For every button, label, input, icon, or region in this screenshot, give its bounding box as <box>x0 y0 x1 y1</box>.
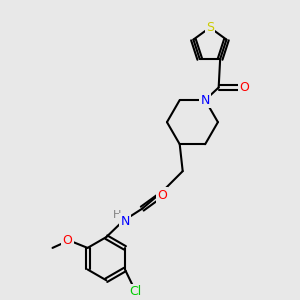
Text: Cl: Cl <box>129 285 142 298</box>
Text: O: O <box>239 81 249 94</box>
Text: S: S <box>206 21 214 34</box>
Text: N: N <box>200 94 210 106</box>
Text: H: H <box>113 210 122 220</box>
Text: N: N <box>121 215 130 228</box>
Text: O: O <box>63 234 72 247</box>
Text: O: O <box>157 189 167 202</box>
